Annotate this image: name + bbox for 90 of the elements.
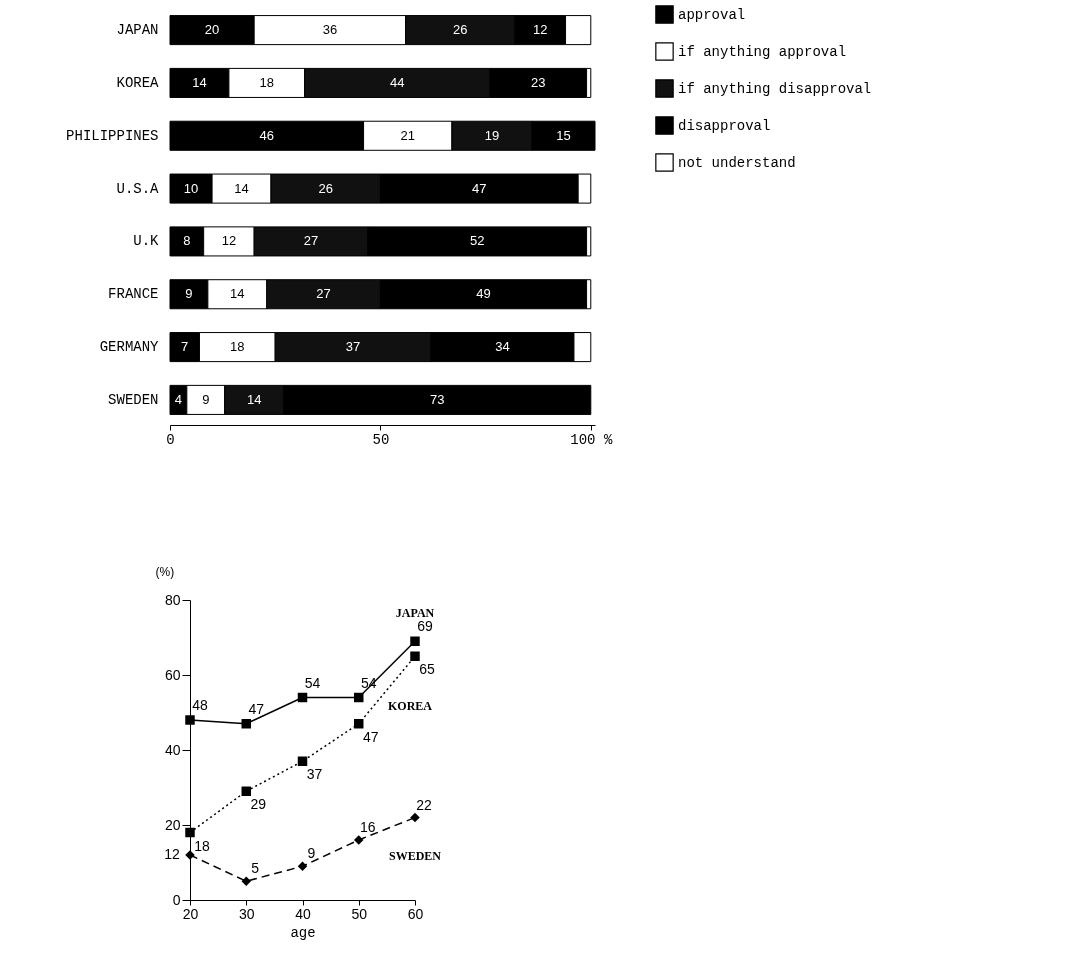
y-tick-label: 80 (164, 591, 181, 608)
data-label: 9 (307, 845, 316, 862)
data-label: 15 (556, 127, 571, 143)
y-tick-label: 60 (164, 666, 181, 683)
data-label: 12 (164, 846, 180, 862)
y-tick-label: 40 (164, 741, 181, 758)
point (297, 756, 308, 766)
point (241, 719, 251, 729)
data-label: 14 (192, 74, 207, 90)
legend-label: disapproval (678, 117, 771, 134)
legend-label: approval (678, 6, 746, 23)
data-label: 7 (181, 339, 189, 355)
x-tick-label: 100 % (570, 431, 613, 448)
data-label: 8 (183, 233, 191, 249)
y-tick-label: U.S.A (116, 180, 160, 197)
point (297, 692, 308, 703)
data-label: 18 (230, 339, 245, 355)
data-label: 34 (495, 339, 510, 355)
data-label: 18 (259, 74, 275, 90)
y-tick-label: PHILIPPINES (66, 127, 159, 144)
data-label: 69 (417, 618, 433, 635)
data-label: 44 (389, 74, 405, 90)
y-axis-title: (%) (155, 564, 175, 579)
data-label: 36 (322, 22, 338, 38)
y-tick-label: 0 (172, 891, 181, 908)
point (354, 719, 364, 729)
point (241, 786, 251, 796)
series-label: JAPAN (395, 606, 435, 621)
data-label: 12 (533, 22, 548, 38)
data-label: 16 (359, 819, 376, 835)
data-label: 19 (484, 127, 500, 143)
y-tick-label: FRANCE (108, 286, 159, 303)
x-tick-label: 20 (182, 905, 199, 922)
data-label: 48 (192, 697, 208, 713)
data-label: 23 (530, 74, 546, 90)
data-label: 27 (316, 286, 331, 302)
data-label: 29 (250, 796, 267, 813)
series-label: KOREA (387, 699, 433, 714)
point (354, 692, 364, 703)
data-label: 54 (304, 674, 321, 691)
y-tick-label: SWEDEN (108, 391, 159, 408)
data-label: 73 (429, 391, 445, 407)
series-label: SWEDEN (388, 848, 442, 863)
data-label: 37 (345, 339, 361, 355)
x-tick-label: 30 (238, 905, 255, 922)
data-label: 14 (230, 286, 245, 302)
data-label: 9 (202, 391, 210, 407)
data-label: 12 (221, 233, 237, 249)
point (410, 636, 420, 646)
data-label: 5 (251, 860, 260, 877)
point (410, 651, 420, 661)
data-label: 21 (400, 127, 415, 143)
data-label: 26 (318, 180, 333, 196)
x-tick-label: 50 (351, 905, 368, 922)
legend-label: if anything disapproval (678, 80, 872, 97)
data-label: 9 (185, 286, 193, 302)
data-label: 20 (204, 22, 220, 38)
y-tick-label: 20 (164, 816, 181, 833)
data-label: 46 (259, 127, 275, 143)
y-tick-label: GERMANY (99, 339, 160, 356)
x-tick-label: 40 (295, 905, 311, 922)
point (185, 827, 195, 838)
y-tick-label: U.K (133, 233, 160, 250)
data-label: 49 (476, 286, 491, 302)
data-label: 26 (453, 22, 468, 38)
x-tick-label: 60 (407, 905, 424, 922)
x-tick-label: 50 (372, 431, 390, 448)
data-label: 14 (234, 180, 249, 196)
data-label: 4 (174, 391, 183, 407)
point (241, 876, 251, 886)
data-label: 10 (183, 180, 199, 196)
point (185, 715, 195, 725)
data-label: 18 (194, 837, 210, 854)
data-label: 47 (362, 728, 379, 745)
legend-label: if anything approval (678, 43, 847, 60)
y-tick-label: KOREA (116, 74, 160, 91)
point (297, 861, 308, 871)
data-label: 47 (248, 700, 265, 717)
data-label: 65 (419, 661, 435, 678)
data-label: 54 (360, 674, 377, 691)
data-label: 14 (246, 391, 262, 407)
data-label: 22 (416, 796, 432, 813)
x-axis-title: age (290, 924, 316, 941)
data-label: 27 (303, 233, 319, 249)
data-label: 47 (472, 180, 487, 196)
point (410, 812, 420, 823)
data-label: 52 (469, 233, 485, 249)
legend-label: not understand (678, 154, 796, 171)
y-tick-label: JAPAN (116, 22, 159, 39)
data-label: 37 (306, 766, 323, 783)
